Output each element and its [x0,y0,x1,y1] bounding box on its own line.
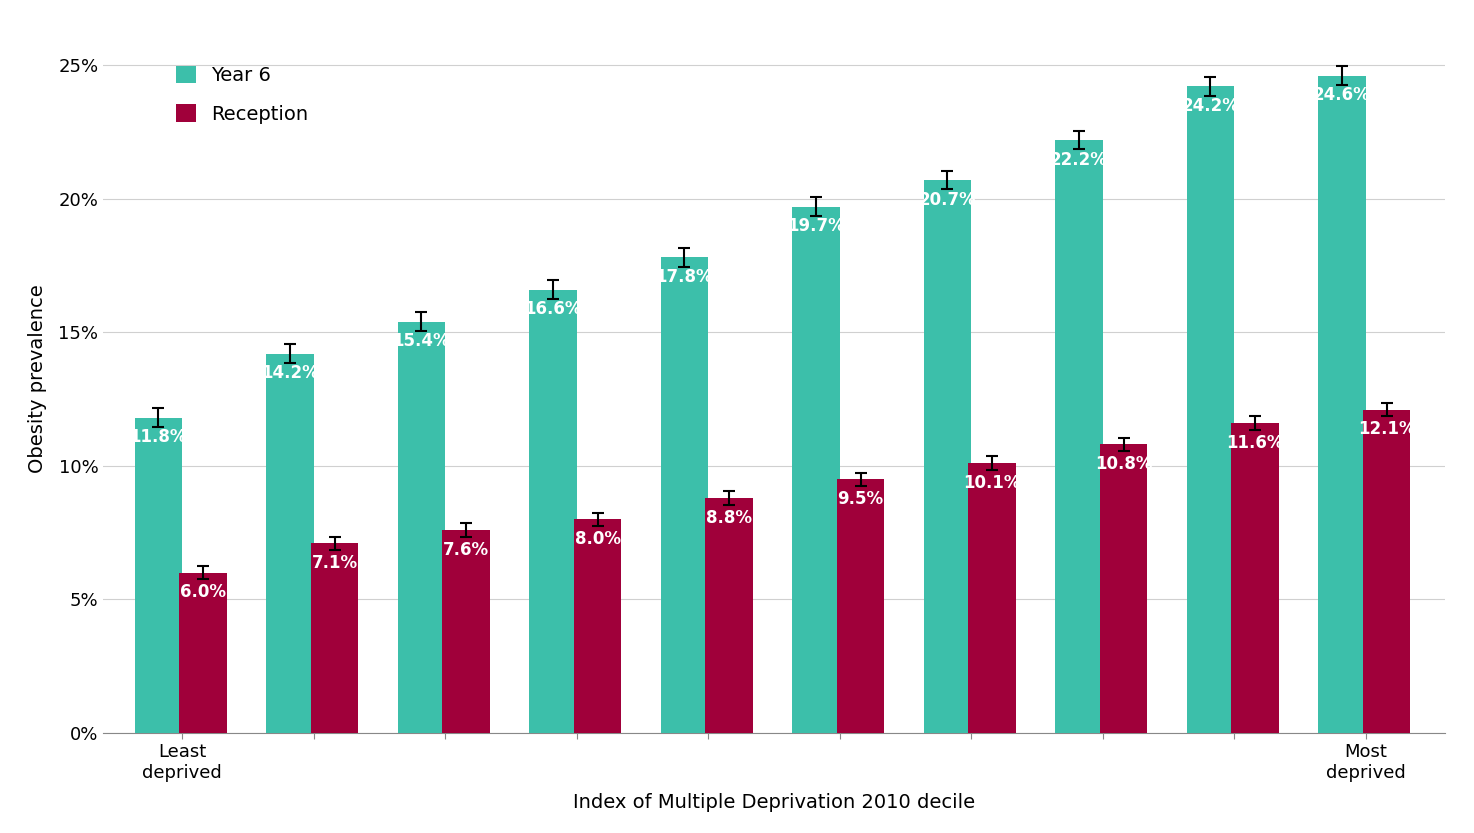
Bar [1100,445,1147,733]
Text: 16.6%: 16.6% [525,300,582,318]
Bar [180,573,227,733]
Bar [573,519,622,733]
Y-axis label: Obesity prevalence: Obesity prevalence [28,285,47,473]
Bar [1318,76,1365,733]
Text: 20.7%: 20.7% [918,191,976,208]
Bar [924,180,971,733]
Text: 11.8%: 11.8% [130,428,187,446]
Bar [442,530,489,733]
Bar [837,479,884,733]
Text: 10.1%: 10.1% [964,474,1021,491]
Text: 6.0%: 6.0% [180,583,226,601]
Text: 17.8%: 17.8% [656,268,713,286]
Bar [1055,140,1103,733]
Text: 22.2%: 22.2% [1049,151,1108,168]
Bar [660,257,708,733]
Text: 15.4%: 15.4% [392,332,450,350]
Text: 11.6%: 11.6% [1226,434,1284,451]
Bar [706,498,753,733]
Text: 24.2%: 24.2% [1182,97,1240,115]
Text: 12.1%: 12.1% [1358,421,1415,438]
Bar [134,418,183,733]
Bar [1363,410,1411,733]
Bar [529,290,576,733]
X-axis label: Index of Multiple Deprivation 2010 decile: Index of Multiple Deprivation 2010 decil… [573,793,974,812]
Bar [1231,423,1279,733]
Text: 9.5%: 9.5% [837,490,884,508]
Bar [311,543,358,733]
Text: 7.6%: 7.6% [444,541,489,559]
Text: 8.8%: 8.8% [706,509,752,526]
Bar [1187,87,1234,733]
Text: 14.2%: 14.2% [261,364,318,382]
Bar [968,463,1016,733]
Legend: Year 6, Reception: Year 6, Reception [167,56,318,133]
Bar [792,207,840,733]
Bar [398,322,445,733]
Text: 10.8%: 10.8% [1095,455,1153,473]
Text: 8.0%: 8.0% [575,530,621,548]
Text: 19.7%: 19.7% [787,217,845,236]
Bar [267,354,314,733]
Text: 7.1%: 7.1% [311,554,358,572]
Text: 24.6%: 24.6% [1313,87,1371,104]
